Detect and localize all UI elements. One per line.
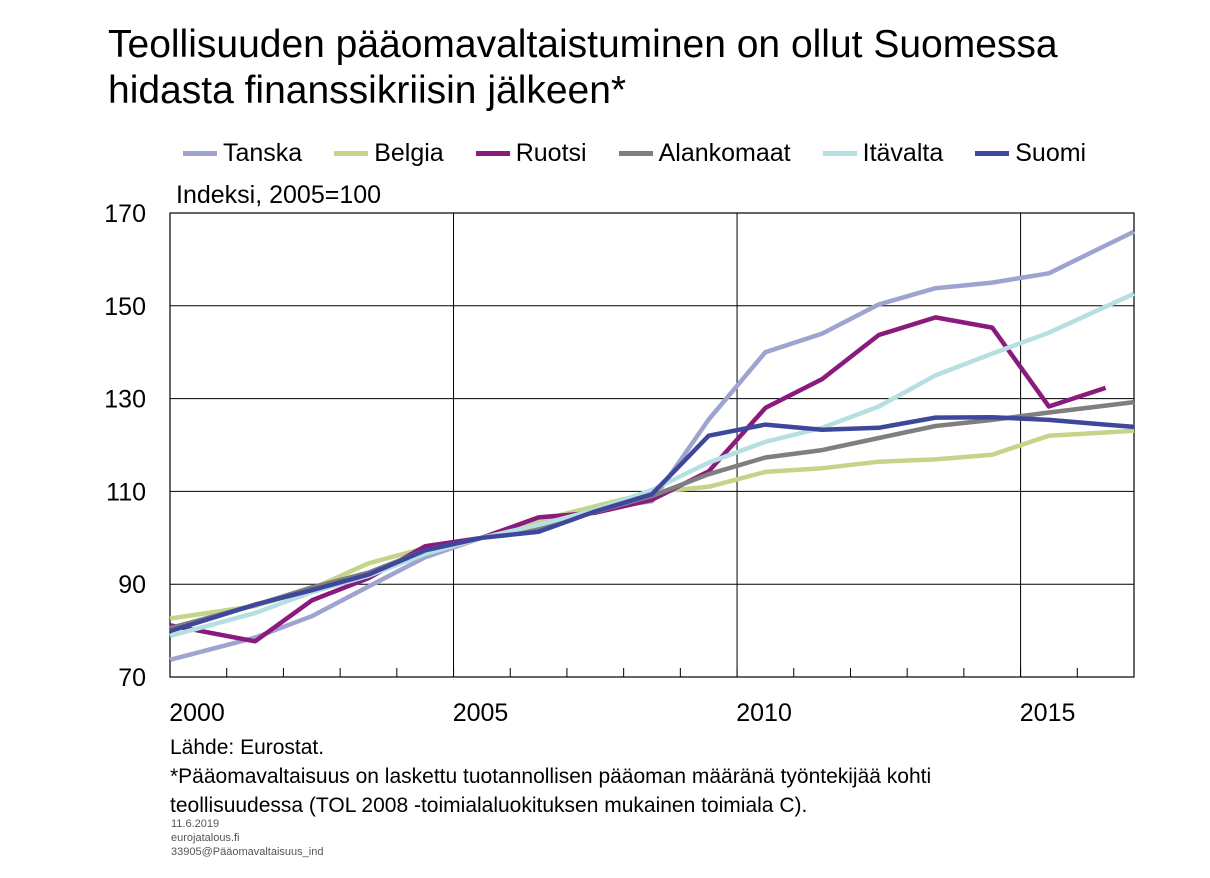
chart-title: Teollisuuden pääomavaltaistuminen on oll… bbox=[108, 22, 1058, 114]
legend-swatch bbox=[618, 150, 653, 156]
legend-swatch bbox=[334, 150, 369, 156]
chart-legend: Tanska Belgia Ruotsi Alankomaat Itävalta Suom… bbox=[183, 137, 1086, 169]
legend-label: Belgia bbox=[374, 138, 444, 167]
y-axis-unit-label: Indeksi, 2005=100 bbox=[176, 181, 382, 209]
legend-item-suomi: Suomi bbox=[975, 139, 1086, 168]
chart-metadata: 11.6.2019 eurojatalous.fi 33905@Pääomava… bbox=[171, 817, 323, 859]
series-line-alankomaat bbox=[169, 399, 1135, 631]
legend-label: Ruotsi bbox=[515, 138, 587, 167]
legend-label: Tanska bbox=[223, 138, 303, 167]
y-tick-label: 130 bbox=[104, 386, 146, 414]
legend-item-alankomaat: Alankomaat bbox=[618, 138, 791, 168]
x-tick-label: 2005 bbox=[453, 699, 509, 727]
legend-swatch bbox=[183, 150, 217, 156]
legend-swatch bbox=[475, 150, 510, 156]
chart-title-line-1: Teollisuuden pääomavaltaistuminen on oll… bbox=[108, 23, 1058, 66]
chart-title-line-2: hidasta finanssikriisin jälkeen* bbox=[108, 69, 627, 112]
definition-note-line-1: *Pääomavaltaisuus on laskettu tuotannoll… bbox=[170, 765, 932, 788]
legend-swatch bbox=[975, 150, 1010, 156]
legend-item-tanska: Tanska bbox=[183, 139, 302, 168]
legend-label: Alankomaat bbox=[658, 138, 791, 167]
legend-label: Suomi bbox=[1015, 138, 1087, 167]
chart-footer: Lähde: Eurostat. *Pääomavaltaisuus on la… bbox=[170, 733, 931, 820]
legend-item-itävalta: Itävalta bbox=[822, 138, 944, 168]
x-tick-label: 2010 bbox=[736, 699, 792, 727]
legend-item-ruotsi: Ruotsi bbox=[475, 138, 587, 168]
x-tick-label: 2015 bbox=[1020, 699, 1076, 727]
y-tick-label: 150 bbox=[104, 293, 146, 321]
plot-frame bbox=[169, 212, 1135, 678]
legend-swatch bbox=[822, 150, 857, 156]
publish-date: 11.6.2019 bbox=[171, 818, 220, 830]
y-tick-label: 70 bbox=[118, 664, 146, 692]
series-line-suomi bbox=[169, 414, 1135, 634]
chart-file-id: 33905@Pääomavaltaisuus_ind bbox=[171, 846, 324, 858]
source-note: Lähde: Eurostat. bbox=[170, 736, 325, 759]
y-tick-label: 170 bbox=[104, 200, 146, 228]
legend-item-belgia: Belgia bbox=[334, 139, 444, 168]
definition-note-line-2: teollisuudessa (TOL 2008 -toimialaluokit… bbox=[170, 794, 808, 817]
x-tick-label: 2000 bbox=[169, 699, 225, 727]
series-line-tanska bbox=[169, 229, 1135, 662]
y-tick-label: 90 bbox=[118, 571, 146, 599]
y-tick-label: 110 bbox=[106, 478, 146, 506]
publisher-site: eurojatalous.fi bbox=[171, 832, 240, 844]
legend-label: Itävalta bbox=[862, 138, 944, 167]
series-line-ruotsi bbox=[169, 315, 1107, 644]
